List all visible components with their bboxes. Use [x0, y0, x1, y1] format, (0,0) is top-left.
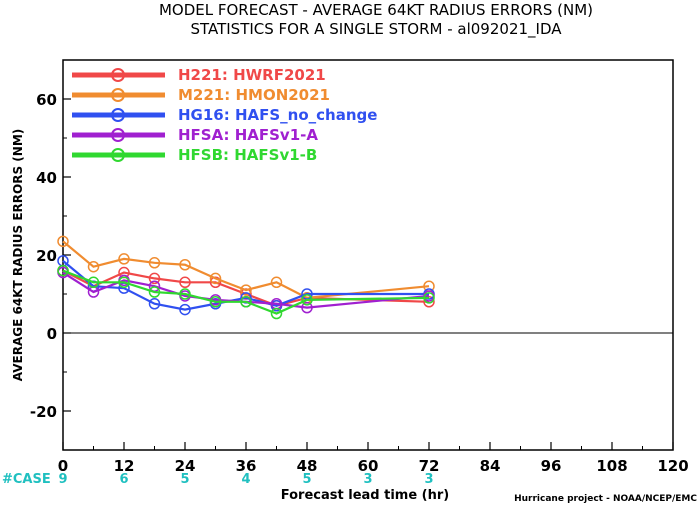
- data-point: [240, 284, 252, 296]
- case-count: 4: [241, 472, 250, 487]
- data-point: [179, 303, 191, 316]
- y-axis-label: AVERAGE 64KT RADIUS ERRORS (NM): [11, 129, 25, 381]
- x-tick-label: 120: [657, 457, 688, 475]
- x-tick-label: 48: [297, 457, 318, 475]
- data-point: [301, 294, 313, 306]
- case-count: 5: [302, 472, 311, 487]
- data-point: [148, 286, 161, 298]
- series-line: [62, 240, 430, 300]
- series: [57, 235, 435, 304]
- series-line: [62, 269, 430, 315]
- data-point: [209, 296, 222, 308]
- data-point: [87, 260, 100, 273]
- x-tick-label: 84: [480, 457, 501, 475]
- y-tick-label: 20: [36, 247, 57, 265]
- legend-label: HFSA: HAFSv1-A: [178, 126, 318, 144]
- data-point: [118, 253, 130, 265]
- case-label: #CASE: [2, 472, 51, 487]
- axis-ticks: 0 12 24 36 48 60 72 84 96 108 120 -20 0 20 40 60: [30, 59, 689, 475]
- legend: H221: HWRF2021 M221: HMON2021 HG16: HAFS_n…: [72, 66, 377, 164]
- series-line: [62, 269, 430, 307]
- case-count: 3: [424, 472, 433, 487]
- case-count: 3: [363, 472, 372, 487]
- legend-marker: [111, 108, 125, 122]
- legend-marker: [111, 88, 125, 102]
- legend-label: M221: HMON2021: [178, 86, 330, 104]
- data-point: [423, 292, 435, 304]
- series-lines: [57, 235, 435, 320]
- data-point: [240, 296, 252, 308]
- x-tick-label: 12: [114, 457, 135, 475]
- x-tick-label: 24: [175, 457, 196, 475]
- data-point: [209, 272, 222, 285]
- data-point: [270, 307, 283, 320]
- credit-text: Hurricane project - NOAA/NCEP/EMC: [514, 494, 697, 504]
- data-point: [179, 288, 191, 300]
- data-point: [148, 272, 161, 285]
- y-tick-label: 40: [36, 169, 57, 187]
- case-count: 5: [180, 472, 189, 487]
- legend-marker: [111, 68, 125, 82]
- data-point: [57, 235, 69, 248]
- data-point: [179, 259, 191, 271]
- data-point: [118, 276, 130, 289]
- data-point: [87, 276, 100, 289]
- x-tick-label: 108: [596, 457, 627, 475]
- data-point: [57, 264, 69, 277]
- legend-marker: [111, 148, 125, 162]
- data-point: [148, 257, 161, 269]
- y-tick-label: 60: [36, 91, 57, 109]
- x-tick-label: 0: [58, 457, 68, 475]
- case-counts: #CASE 9 6 5 4 5 3 3: [2, 472, 434, 487]
- chart-subtitle: STATISTICS FOR A SINGLE STORM - al092021…: [190, 20, 562, 39]
- x-tick-label: 72: [419, 457, 440, 475]
- legend-marker: [111, 128, 125, 142]
- data-point: [179, 276, 191, 289]
- y-tick-label: 0: [47, 325, 57, 343]
- data-point: [301, 301, 313, 314]
- data-point: [148, 298, 161, 310]
- case-count: 6: [119, 472, 128, 487]
- x-tick-label: 96: [541, 457, 562, 475]
- x-tick-label: 36: [236, 457, 257, 475]
- data-point: [270, 276, 283, 289]
- x-axis-label: Forecast lead time (hr): [281, 488, 449, 503]
- x-tick-label: 60: [358, 457, 379, 475]
- case-count: 9: [58, 472, 67, 487]
- series: [57, 264, 435, 320]
- legend-label: HFSB: HAFSv1-B: [178, 146, 317, 164]
- y-tick-label: -20: [30, 403, 57, 421]
- chart-title: MODEL FORECAST - AVERAGE 64KT RADIUS ERR…: [159, 1, 593, 19]
- legend-label: H221: HWRF2021: [178, 66, 326, 84]
- legend-label: HG16: HAFS_no_change: [178, 106, 377, 124]
